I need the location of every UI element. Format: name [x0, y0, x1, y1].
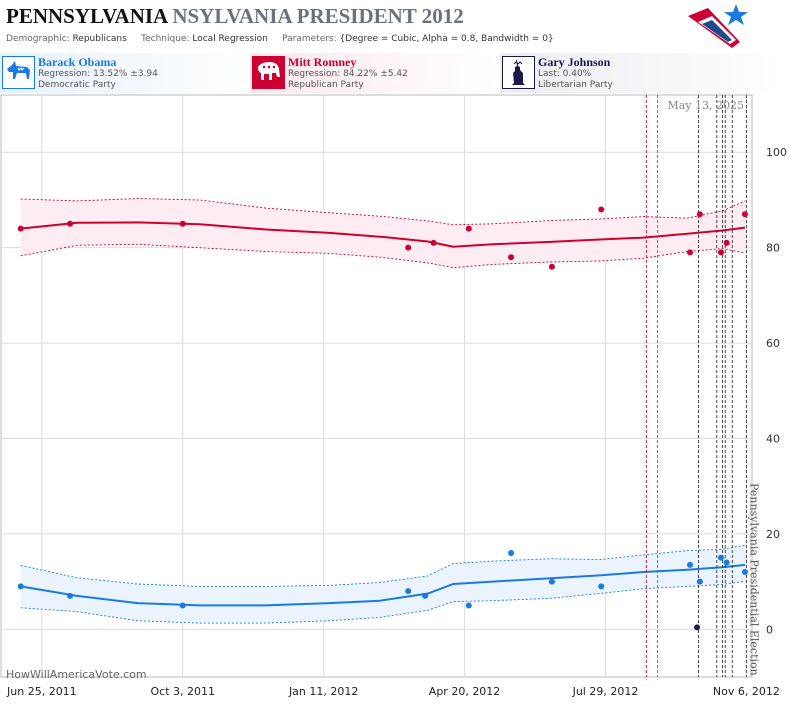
- data-point: [598, 583, 605, 590]
- candidate-card-johnson[interactable]: Gary Johnson Last: 0.40% Libertarian Par…: [500, 53, 787, 93]
- confidence-band: [20, 198, 745, 268]
- data-point: [598, 206, 605, 213]
- technique-label: Technique:: [141, 34, 190, 44]
- parameters-value: {Degree = Cubic, Alpha = 0.8, Bandwidth …: [339, 34, 554, 44]
- y-tick-label: 80: [766, 242, 780, 255]
- title-state: PENNSYLVANIA: [6, 4, 168, 28]
- candidate-stat: Regression: 13.52% ±3.94: [38, 69, 158, 79]
- candidate-party: Republican Party: [288, 80, 364, 90]
- data-point: [67, 592, 74, 599]
- date-annotation: May 13, 2025: [667, 99, 744, 112]
- candidate-card-obama[interactable]: Barack Obama Regression: 13.52% ±3.94 De…: [0, 53, 248, 93]
- candidate-party: Libertarian Party: [538, 80, 613, 90]
- data-point: [694, 624, 701, 631]
- data-point: [430, 239, 437, 246]
- header: PENNSYLVANIA NSYLVANIA PRESIDENT 2012 De…: [0, 0, 789, 52]
- elephant-icon: [252, 56, 285, 89]
- data-point: [723, 559, 730, 566]
- data-point: [687, 249, 694, 256]
- data-point: [179, 220, 186, 227]
- data-point: [718, 554, 725, 561]
- candidate-party: Democratic Party: [38, 80, 116, 90]
- x-tick-label: Oct 3, 2011: [151, 685, 216, 698]
- data-point: [405, 244, 412, 251]
- data-point: [548, 263, 555, 270]
- candidate-card-romney[interactable]: Mitt Romney Regression: 84.22% ±5.42 Rep…: [250, 53, 498, 93]
- data-point: [179, 602, 186, 609]
- page-title: PENNSYLVANIA NSYLVANIA PRESIDENT 2012: [6, 4, 464, 29]
- title-rest: NSYLVANIA PRESIDENT 2012: [172, 4, 464, 28]
- election-label: Pennsylvania Presidential Election: [747, 483, 760, 676]
- candidate-stat: Regression: 84.22% ±5.42: [288, 69, 408, 79]
- confidence-upper-line: [20, 198, 746, 226]
- data-point: [548, 578, 555, 585]
- candidate-stat: Last: 0.40%: [538, 69, 592, 79]
- data-point: [508, 254, 515, 261]
- x-tick-label: Nov 6, 2012: [713, 685, 780, 698]
- data-point: [465, 602, 472, 609]
- parameters-label: Parameters:: [282, 34, 337, 44]
- data-point: [687, 561, 694, 568]
- polling-chart[interactable]: 0 20 40 60 80 100 Jun 25, 2011 Oct 3, 2011 Jan 1…: [0, 94, 789, 704]
- x-tick-label: Jul 29, 2012: [572, 685, 639, 698]
- x-tick-label: Apr 20, 2012: [429, 685, 501, 698]
- confidence-band: [20, 545, 745, 624]
- data-point: [741, 569, 748, 576]
- y-tick-label: 40: [766, 432, 780, 445]
- candidate-name: Mitt Romney: [288, 55, 357, 69]
- y-tick-label: 100: [766, 146, 787, 159]
- donkey-icon: [2, 56, 35, 89]
- statue-of-liberty-icon: [502, 56, 535, 89]
- parameters-line: Demographic: Republicans Technique: Loca…: [6, 34, 554, 44]
- confidence-lower-line: [20, 243, 746, 269]
- candidate-name: Gary Johnson: [538, 55, 611, 69]
- demographic-label: Demographic:: [6, 34, 70, 44]
- data-point: [17, 225, 24, 232]
- watermark: HowWillAmericaVote.com: [6, 668, 147, 681]
- technique-value: Local Regression: [192, 34, 268, 44]
- site-logo-icon[interactable]: [686, 2, 752, 50]
- regression-line: [20, 221, 746, 248]
- data-point: [67, 220, 74, 227]
- demographic-value: Republicans: [72, 34, 127, 44]
- confidence-upper-line: [20, 544, 746, 587]
- data-point: [422, 592, 429, 599]
- y-tick-label: 60: [766, 337, 780, 350]
- data-point: [508, 549, 515, 556]
- data-point: [723, 239, 730, 246]
- y-tick-label: 0: [766, 623, 773, 636]
- data-point: [17, 583, 24, 590]
- data-point: [405, 588, 412, 595]
- data-point: [696, 578, 703, 585]
- data-point: [696, 211, 703, 218]
- data-point: [718, 249, 725, 256]
- candidate-name: Barack Obama: [38, 55, 117, 69]
- data-point: [465, 225, 472, 232]
- data-point: [741, 211, 748, 218]
- confidence-lower-line: [20, 580, 746, 624]
- x-tick-label: Jun 25, 2011: [6, 685, 77, 698]
- regression-line: [20, 563, 746, 607]
- y-tick-label: 20: [766, 528, 780, 541]
- candidate-legend: Barack Obama Regression: 13.52% ±3.94 De…: [0, 53, 789, 93]
- x-tick-label: Jan 11, 2012: [288, 685, 358, 698]
